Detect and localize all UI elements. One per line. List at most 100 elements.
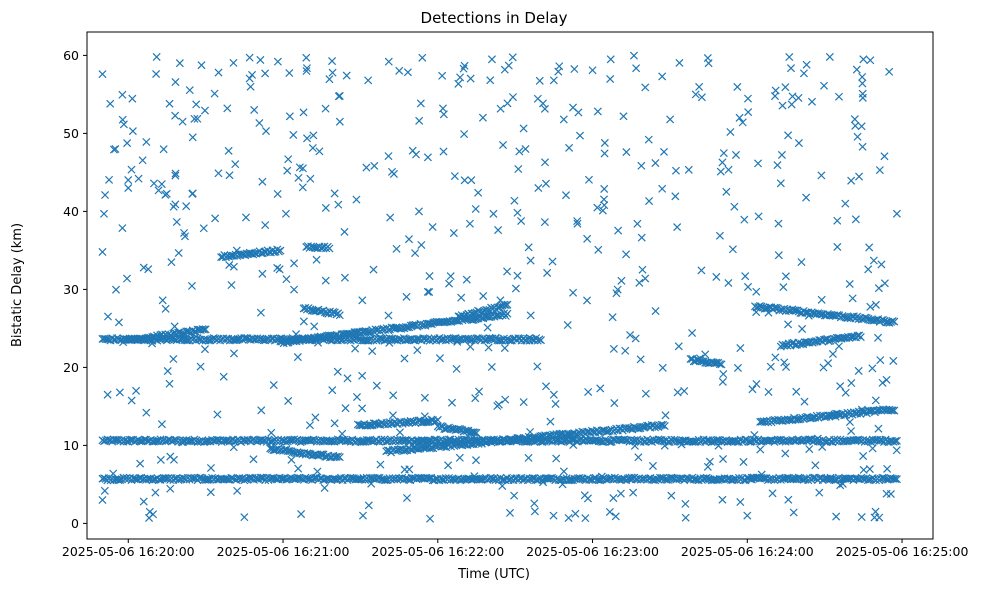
detection-point [549, 511, 558, 520]
detection-point [257, 406, 266, 415]
detection-point [744, 108, 753, 117]
detection-point [645, 197, 654, 206]
detection-point [231, 160, 240, 169]
detection-point [256, 55, 265, 64]
track-0-point [125, 435, 134, 444]
detection-point [875, 166, 884, 175]
detection-point [467, 176, 476, 185]
detection-point [370, 161, 379, 170]
y-tick-label: 50 [63, 126, 79, 141]
detection-point [826, 473, 835, 482]
detection-point [813, 434, 822, 443]
track-16-point [890, 406, 899, 415]
x-tick-label: 2025-05-06 16:22:00 [371, 544, 504, 559]
detection-point [641, 274, 650, 283]
track-2-point [504, 336, 513, 345]
track-3-point [198, 325, 207, 334]
detection-point [368, 347, 377, 356]
detection-point [673, 223, 682, 232]
detection-point [866, 56, 875, 65]
detection-point [748, 385, 757, 394]
detection-point [289, 130, 298, 139]
detection-point [776, 179, 785, 188]
detection-point [214, 68, 223, 77]
detection-point [315, 147, 324, 156]
track-13-point [710, 358, 720, 367]
track-1-point [303, 474, 312, 483]
detection-point [123, 139, 132, 148]
detection-point [543, 268, 552, 277]
detection-point [489, 209, 498, 218]
detection-point [739, 457, 748, 466]
detection-point [445, 279, 454, 288]
detection-point [667, 491, 676, 500]
detection-point [411, 249, 420, 258]
detection-point [172, 217, 181, 226]
detection-point [460, 176, 469, 185]
detection-point [540, 218, 549, 227]
detection-point [675, 58, 684, 67]
detection-point [873, 333, 883, 342]
track-10-point [597, 426, 606, 435]
track-11-point [332, 452, 341, 461]
detection-point [188, 189, 197, 198]
detection-point [847, 379, 856, 388]
detection-point [224, 146, 233, 155]
detection-point [874, 284, 883, 293]
track-16-point [866, 406, 875, 416]
detection-point [583, 494, 592, 503]
detection-point [109, 145, 118, 154]
track-9-point [425, 444, 434, 453]
detection-point [479, 291, 488, 301]
detection-point [768, 489, 777, 498]
detection-point [364, 336, 373, 345]
detection-point [267, 443, 276, 452]
axes-layer: 2025-05-06 16:20:00 2025-05-06 16:21:00 20… [62, 48, 969, 559]
track-0-point [596, 437, 605, 446]
detection-point [777, 150, 786, 159]
track-11-point [283, 446, 292, 456]
detection-point [105, 175, 114, 184]
detection-point [787, 100, 796, 109]
track-1-point [778, 474, 787, 483]
detection-point [752, 287, 761, 296]
detection-point [551, 399, 560, 408]
detection-point [853, 132, 862, 141]
track-1-point [577, 474, 586, 483]
track-0-point [203, 437, 212, 446]
detection-point [119, 120, 128, 129]
detection-point [225, 260, 234, 270]
track-1-point [546, 474, 555, 483]
detection-point [845, 417, 854, 427]
detection-point [817, 295, 826, 304]
detection-point [385, 338, 394, 347]
detection-point [128, 94, 137, 103]
detection-point [871, 396, 880, 405]
detection-point [500, 344, 509, 353]
track-14-point [789, 306, 798, 315]
track-0-point [367, 437, 376, 446]
detection-point [563, 320, 572, 330]
detection-point [358, 296, 367, 305]
track-5-point [471, 315, 480, 324]
track-12-point [443, 424, 452, 433]
track-10-point [565, 430, 574, 439]
detection-point [101, 190, 110, 200]
detection-point [754, 159, 763, 168]
track-1-point [859, 474, 868, 483]
track-15-point [779, 341, 789, 350]
detection-point [573, 217, 582, 226]
detection-point [719, 454, 728, 464]
detection-point [321, 203, 330, 212]
detection-point [714, 441, 723, 450]
track-2-point [240, 334, 249, 343]
detection-point [446, 272, 455, 281]
detection-point [889, 356, 898, 365]
detection-point [661, 411, 670, 420]
detection-point [584, 387, 593, 396]
track-5-point [408, 321, 417, 330]
detection-point [391, 323, 400, 332]
detection-point [115, 388, 124, 397]
detection-point [847, 427, 856, 436]
detection-point [730, 202, 739, 211]
